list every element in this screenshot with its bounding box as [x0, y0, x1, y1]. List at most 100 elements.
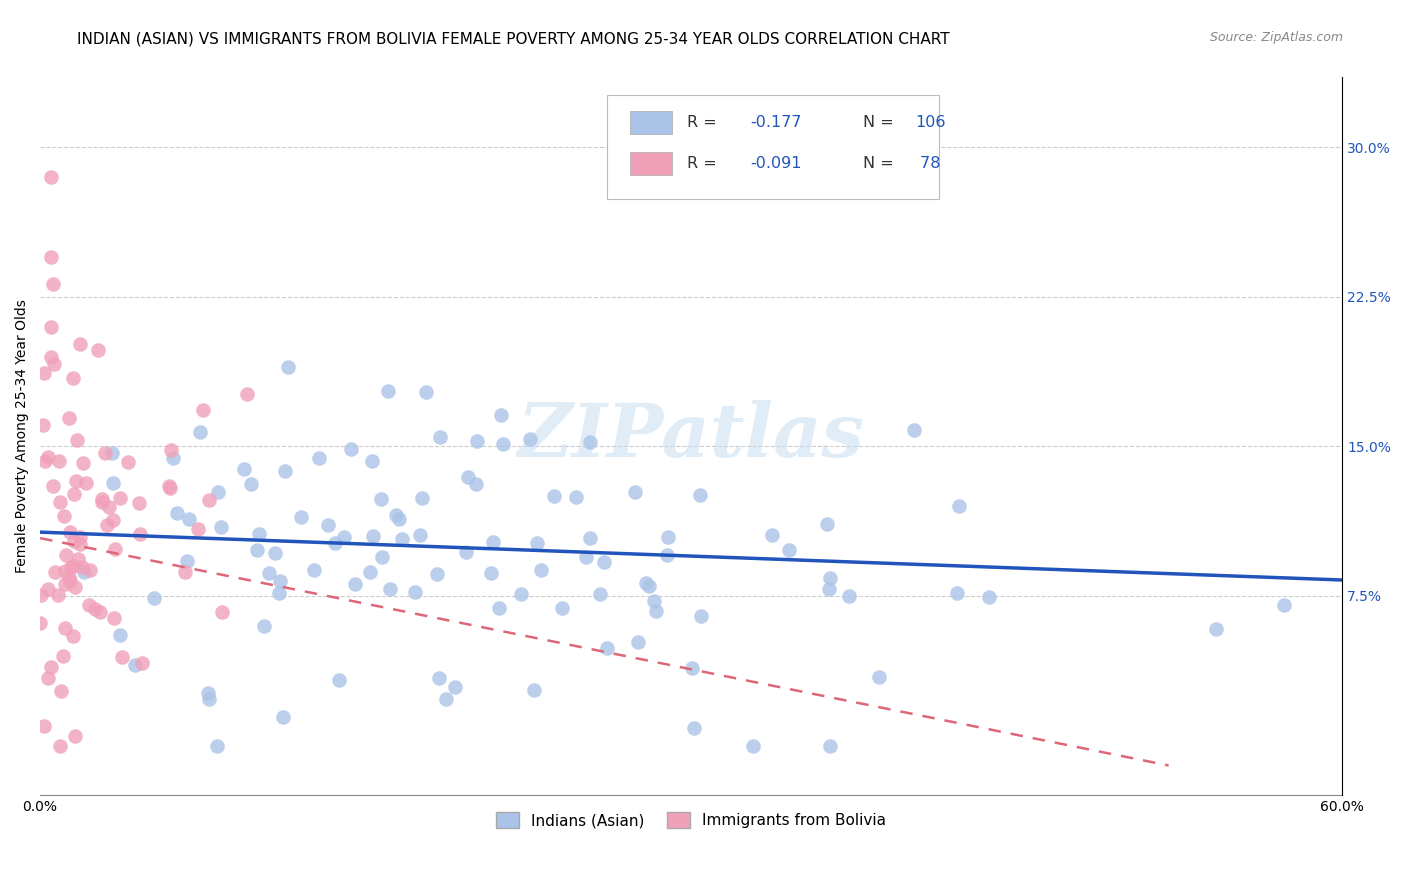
Point	[815, 516, 838, 531]
Text: -0.091: -0.091	[749, 156, 801, 171]
Point	[817, 582, 839, 596]
Point	[411, 491, 433, 505]
Point	[689, 488, 711, 502]
Legend: Indians (Asian), Immigrants from Bolivia: Indians (Asian), Immigrants from Bolivia	[489, 806, 893, 834]
Point	[328, 673, 350, 687]
Point	[188, 425, 211, 440]
Point	[979, 590, 1001, 604]
Point	[93, 446, 115, 460]
Point	[39, 319, 62, 334]
Point	[384, 508, 406, 522]
Point	[388, 512, 411, 526]
Point	[426, 566, 449, 581]
Point	[277, 359, 299, 374]
Point	[343, 577, 366, 591]
Point	[55, 564, 77, 578]
Point	[681, 661, 703, 675]
Point	[77, 598, 100, 612]
Y-axis label: Female Poverty Among 25-34 Year Olds: Female Poverty Among 25-34 Year Olds	[15, 300, 30, 574]
Point	[361, 454, 384, 468]
Point	[240, 477, 263, 491]
Point	[575, 549, 598, 564]
Point	[89, 605, 111, 619]
Text: N =: N =	[863, 156, 898, 171]
Point	[380, 582, 402, 596]
Point	[162, 451, 184, 466]
Point	[589, 587, 612, 601]
Point	[59, 524, 82, 539]
Point	[39, 250, 62, 264]
Point	[39, 350, 62, 364]
Point	[53, 577, 76, 591]
Point	[409, 528, 432, 542]
Point	[66, 433, 89, 447]
Point	[128, 496, 150, 510]
Point	[269, 574, 291, 589]
Point	[457, 470, 479, 484]
Text: 78: 78	[915, 156, 941, 171]
Point	[207, 485, 229, 500]
Point	[655, 548, 678, 562]
Point	[273, 710, 295, 724]
Text: N =: N =	[863, 115, 898, 130]
Point	[55, 548, 77, 562]
Point	[246, 543, 269, 558]
Point	[868, 669, 890, 683]
Point	[370, 492, 392, 507]
Text: R =: R =	[688, 156, 723, 171]
Point	[948, 499, 970, 513]
Point	[70, 560, 93, 574]
FancyBboxPatch shape	[606, 95, 939, 200]
FancyBboxPatch shape	[630, 112, 672, 134]
Point	[62, 559, 84, 574]
Point	[778, 543, 800, 558]
Point	[197, 686, 219, 700]
Point	[263, 546, 285, 560]
Point	[48, 454, 70, 468]
Point	[290, 510, 312, 524]
Point	[66, 551, 89, 566]
Point	[65, 474, 87, 488]
Point	[30, 615, 52, 630]
Point	[377, 384, 399, 398]
Point	[117, 455, 139, 469]
Point	[63, 487, 86, 501]
Point	[1205, 622, 1227, 636]
Point	[34, 454, 56, 468]
Point	[627, 635, 650, 649]
Point	[31, 588, 53, 602]
Point	[232, 462, 254, 476]
Point	[198, 691, 221, 706]
Point	[318, 518, 340, 533]
Point	[37, 582, 59, 597]
Point	[624, 484, 647, 499]
Point	[41, 277, 63, 291]
Point	[176, 554, 198, 568]
Point	[191, 403, 214, 417]
Point	[741, 739, 763, 753]
Point	[69, 537, 91, 551]
Point	[267, 586, 290, 600]
Text: -0.177: -0.177	[749, 115, 801, 130]
Text: ZIPatlas: ZIPatlas	[517, 401, 865, 473]
Point	[643, 593, 665, 607]
Point	[39, 660, 62, 674]
Point	[205, 739, 228, 753]
Point	[52, 509, 75, 524]
Point	[491, 408, 513, 422]
Point	[75, 476, 97, 491]
Point	[323, 536, 346, 550]
Point	[595, 640, 617, 655]
FancyBboxPatch shape	[630, 153, 672, 175]
Point	[159, 481, 181, 495]
Point	[73, 565, 96, 579]
Point	[592, 555, 614, 569]
Point	[124, 658, 146, 673]
Point	[37, 450, 59, 464]
Point	[157, 479, 180, 493]
Point	[634, 576, 657, 591]
Point	[62, 371, 84, 385]
Point	[371, 549, 394, 564]
Point	[818, 739, 841, 753]
Point	[946, 586, 969, 600]
